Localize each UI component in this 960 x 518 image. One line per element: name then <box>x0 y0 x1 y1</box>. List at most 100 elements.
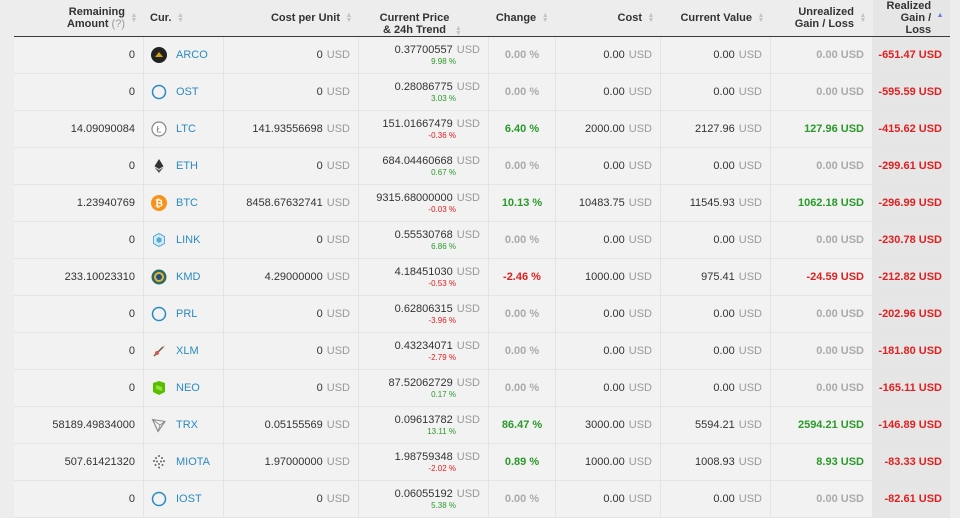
header-value-label: Current Value <box>680 12 752 24</box>
currency-cell[interactable]: IOST <box>144 481 224 517</box>
unrealized-cell: 0.00 USD <box>771 37 873 73</box>
header-current-price[interactable]: Current Price & 24h Trend ▲ ▼ <box>359 0 489 37</box>
currency-cell[interactable]: TRX <box>144 407 224 443</box>
table-row[interactable]: 0 NEO 0 USD 87.52062729 USD 0.17 % 0.00 % 0.00 US… <box>14 370 950 407</box>
table-row[interactable]: 0 LINK 0 USD 0.55530768 USD 6.86 % 0.00 % 0.00 US… <box>14 222 950 259</box>
unrealized-value: 8.93 USD <box>816 456 864 468</box>
iost-icon <box>151 491 167 507</box>
currency-link[interactable]: LINK <box>176 234 201 246</box>
currency-cell[interactable]: KMD <box>144 259 224 295</box>
table-row[interactable]: 233.10023310 KMD 4.29000000 USD 4.18451030 US… <box>14 259 950 296</box>
unrealized-value: 2594.21 USD <box>797 419 864 431</box>
miota-icon <box>151 454 167 470</box>
header-change[interactable]: Change ▲ ▼ <box>489 0 556 36</box>
arco-icon <box>151 47 167 63</box>
table-row[interactable]: 0 OST 0 USD 0.28086775 USD 3.03 % 0.00 % 0.00 USD… <box>14 74 950 111</box>
cost-per-unit-value: 0 <box>316 382 323 394</box>
cost-value: 1000.00 <box>585 271 625 283</box>
currency-link[interactable]: LTC <box>176 123 196 135</box>
cost-cell: 0.00 USD <box>556 333 661 369</box>
trend-value: -0.36 % <box>428 131 456 140</box>
header-currency[interactable]: Cur. ▲ ▼ <box>144 0 224 36</box>
currency-cell[interactable]: XLM <box>144 333 224 369</box>
currency-cell[interactable]: PRL <box>144 296 224 332</box>
amount-value: 0 <box>128 345 135 357</box>
currency-cell[interactable]: Ł LTC <box>144 111 224 147</box>
sort-arrow-up-icon: ▲ <box>936 12 944 19</box>
price-value: 4.18451030 <box>394 266 453 278</box>
realized-value: -202.96 USD <box>878 308 942 320</box>
prl-icon <box>151 306 167 322</box>
usd-label: USD <box>738 197 762 209</box>
table-row[interactable]: 1.23940769 ₿ BTC 8458.67632741 USD 9315.68000… <box>14 185 950 222</box>
currency-link[interactable]: MIOTA <box>176 456 211 468</box>
usd-label: USD <box>456 414 480 426</box>
price-cell: 0.06055192 USD 5.38 % <box>359 481 489 517</box>
currency-link[interactable]: OST <box>176 86 199 98</box>
change-cell: 0.00 % <box>489 333 556 369</box>
price-cell: 0.43234071 USD -2.79 % <box>359 333 489 369</box>
cost-cell: 1000.00 USD <box>556 444 661 480</box>
header-cost-per-unit[interactable]: Cost per Unit ▲ ▼ <box>224 0 359 36</box>
table-row[interactable]: 14.09090084 Ł LTC 141.93556698 USD 151.016674… <box>14 111 950 148</box>
sort-icon[interactable]: ▲ ▼ <box>647 12 655 24</box>
currency-link[interactable]: ETH <box>176 160 198 172</box>
unrealized-cell: 0.00 USD <box>771 481 873 517</box>
currency-cell[interactable]: OST <box>144 74 224 110</box>
current-value: 11545.93 <box>689 197 735 209</box>
currency-cell[interactable]: LINK <box>144 222 224 258</box>
currency-link[interactable]: IOST <box>176 493 202 505</box>
currency-cell[interactable]: ₿ BTC <box>144 185 224 221</box>
currency-link[interactable]: XLM <box>176 345 199 357</box>
currency-link[interactable]: KMD <box>176 271 201 283</box>
help-icon[interactable]: (?) <box>111 18 125 30</box>
currency-link[interactable]: NEO <box>176 382 200 394</box>
usd-label: USD <box>738 49 762 61</box>
sort-icon[interactable]: ▲ ▼ <box>130 12 138 24</box>
unrealized-cell: 0.00 USD <box>771 222 873 258</box>
currency-link[interactable]: TRX <box>176 419 198 431</box>
usd-label: USD <box>628 456 652 468</box>
sort-icon[interactable]: ▲ ▼ <box>176 12 184 24</box>
table-row[interactable]: 0 IOST 0 USD 0.06055192 USD 5.38 % 0.00 % 0.00 US… <box>14 481 950 518</box>
header-cost[interactable]: Cost ▲ ▼ <box>556 0 661 36</box>
currency-cell[interactable]: MIOTA <box>144 444 224 480</box>
price-value: 0.37700557 <box>394 44 453 56</box>
sort-icon[interactable]: ▲ ▼ <box>757 12 765 24</box>
table-row[interactable]: 0 PRL 0 USD 0.62806315 USD -3.96 % 0.00 % 0.00 US… <box>14 296 950 333</box>
table-row[interactable]: 0 ARCO 0 USD 0.37700557 USD 9.98 % 0.00 % 0.00 US… <box>14 37 950 74</box>
table-row[interactable]: 507.61421320 MIOTA 1.97000000 USD 1.98759348… <box>14 444 950 481</box>
currency-link[interactable]: ARCO <box>176 49 208 61</box>
unrealized-cell: 8.93 USD <box>771 444 873 480</box>
cost-cell: 0.00 USD <box>556 370 661 406</box>
price-cell: 9315.68000000 USD -0.03 % <box>359 185 489 221</box>
sort-asc-icon[interactable]: ▲▼ <box>936 12 944 23</box>
amount-cell: 0 <box>14 296 144 332</box>
change-value: 0.00 % <box>504 345 540 357</box>
currency-link[interactable]: PRL <box>176 308 198 320</box>
table-row[interactable]: 0 XLM 0 USD 0.43234071 USD -2.79 % 0.00 % 0.00 US… <box>14 333 950 370</box>
change-value: 0.00 % <box>504 382 540 394</box>
sort-icon[interactable]: ▲ ▼ <box>541 12 549 24</box>
table-row[interactable]: 58189.49834000 TRX 0.05155569 USD 0.09613782… <box>14 407 950 444</box>
sort-icon[interactable]: ▲ ▼ <box>345 12 353 24</box>
header-unrealized[interactable]: Unrealized Gain / Loss ▲ ▼ <box>771 0 873 36</box>
currency-cell[interactable]: NEO <box>144 370 224 406</box>
usd-label: USD <box>326 456 350 468</box>
currency-cell[interactable]: ARCO <box>144 37 224 73</box>
header-remaining-amount[interactable]: Remaining Amount (?) ▲ ▼ <box>14 0 144 36</box>
header-current-value[interactable]: Current Value ▲ ▼ <box>661 0 771 36</box>
table-row[interactable]: 0 ETH 0 USD 684.04460668 USD 0.67 % 0.00 % 0.00 U… <box>14 148 950 185</box>
currency-link[interactable]: BTC <box>176 197 198 209</box>
sort-icon[interactable]: ▲ ▼ <box>454 25 462 37</box>
currency-cell[interactable]: ETH <box>144 148 224 184</box>
sort-icon[interactable]: ▲ ▼ <box>859 12 867 24</box>
trend-value: 0.17 % <box>431 390 456 399</box>
cost-value: 3000.00 <box>585 419 625 431</box>
cost-cell: 1000.00 USD <box>556 259 661 295</box>
header-realized[interactable]: Realized Gain / Loss ▲▼ <box>873 0 950 36</box>
current-value-cell: 975.41 USD <box>661 259 771 295</box>
amount-value: 0 <box>128 308 135 320</box>
cost-cell: 0.00 USD <box>556 222 661 258</box>
realized-value: -165.11 USD <box>879 382 942 394</box>
